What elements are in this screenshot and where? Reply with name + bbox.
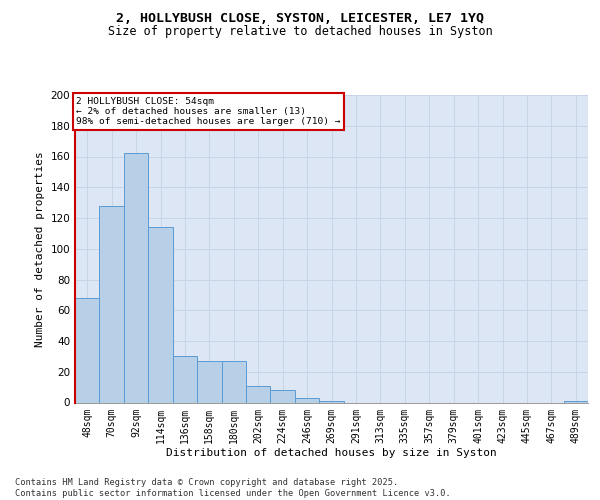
Bar (271, 390, 295, 402)
Bar (148, 227, 173, 402)
Bar (246, 386, 271, 402)
Bar (197, 361, 221, 403)
Bar (319, 401, 344, 402)
Bar (295, 398, 319, 402)
Bar (75, 298, 100, 403)
Text: Contains HM Land Registry data © Crown copyright and database right 2025.
Contai: Contains HM Land Registry data © Crown c… (15, 478, 451, 498)
Text: 2, HOLLYBUSH CLOSE, SYSTON, LEICESTER, LE7 1YQ: 2, HOLLYBUSH CLOSE, SYSTON, LEICESTER, L… (116, 12, 484, 26)
Bar (173, 356, 197, 403)
Bar (124, 154, 148, 402)
Bar (100, 206, 124, 402)
Y-axis label: Number of detached properties: Number of detached properties (35, 151, 45, 346)
Text: Size of property relative to detached houses in Syston: Size of property relative to detached ho… (107, 25, 493, 38)
X-axis label: Distribution of detached houses by size in Syston: Distribution of detached houses by size … (166, 448, 497, 458)
Bar (563, 401, 588, 402)
Bar (221, 361, 246, 403)
Text: 2 HOLLYBUSH CLOSE: 54sqm
← 2% of detached houses are smaller (13)
98% of semi-de: 2 HOLLYBUSH CLOSE: 54sqm ← 2% of detache… (76, 96, 341, 126)
